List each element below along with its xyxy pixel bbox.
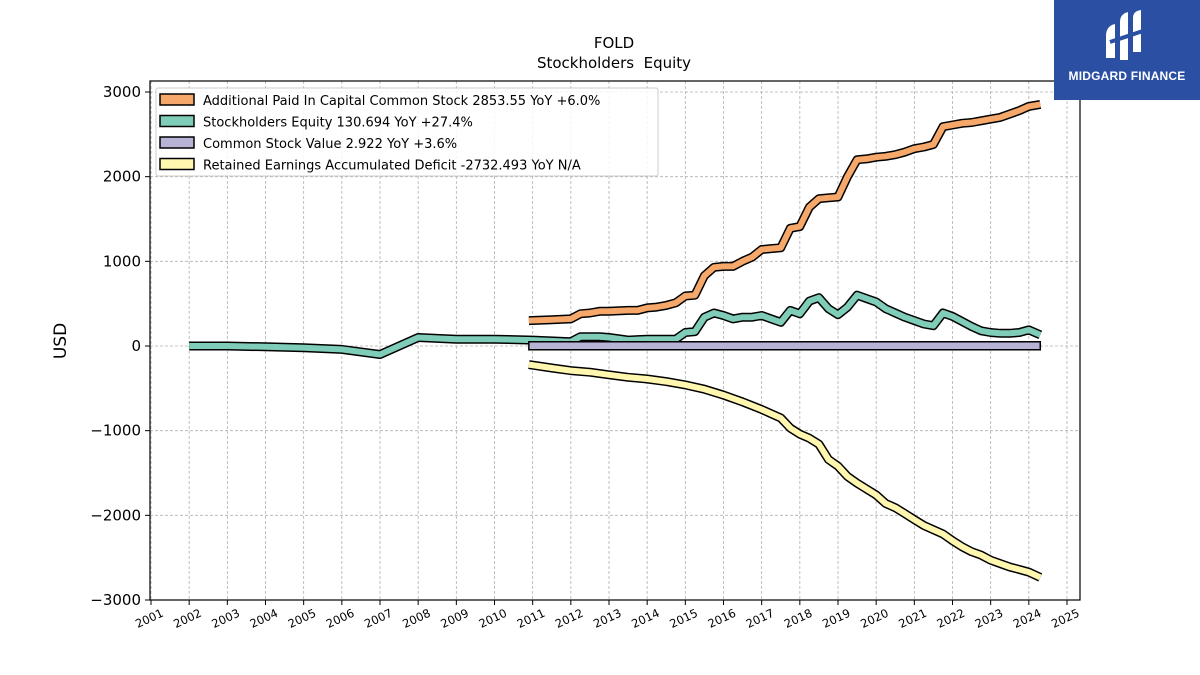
y-tick-label: 3000: [103, 83, 141, 101]
x-tick-label: 2005: [286, 606, 318, 631]
x-tick-label: 2010: [477, 606, 509, 631]
legend-swatch: [159, 114, 195, 128]
x-tick-label: 2020: [858, 606, 890, 631]
y-tick-label: −2000: [90, 506, 141, 524]
series-line: [528, 341, 1042, 351]
series-0: [528, 99, 1042, 326]
x-tick-label: 2023: [973, 606, 1005, 631]
y-axis: 3000 2000 1000 0 −1000 −2000 −3000: [90, 83, 150, 609]
y-tick-label: −1000: [90, 422, 141, 440]
legend-label: Stockholders Equity 130.694 YoY +27.4%: [203, 116, 473, 131]
legend-label: Retained Earnings Accumulated Deficit -2…: [203, 159, 581, 174]
x-tick-label: 2025: [1049, 606, 1081, 631]
x-tick-label: 2003: [209, 606, 241, 631]
x-tick-label: 2022: [935, 606, 967, 631]
x-tick-label: 2001: [133, 606, 165, 631]
x-tick-label: 2017: [744, 606, 776, 631]
x-tick-label: 2013: [591, 606, 623, 631]
x-tick-label: 2004: [248, 606, 280, 631]
y-tick-label: 0: [131, 337, 141, 355]
y-tick-label: 1000: [103, 252, 141, 270]
legend-swatch: [159, 157, 195, 171]
y-tick-label: −3000: [90, 591, 141, 609]
plot-frame: [149, 80, 1081, 601]
x-tick-label: 2021: [896, 606, 928, 631]
x-tick-label: 2024: [1011, 606, 1043, 631]
x-axis: 2001 2002 2003 2004 2005 2006 2007 2008 2009 2010…: [133, 600, 1082, 631]
series-line: [189, 292, 1042, 358]
x-tick-label: 2009: [438, 606, 470, 631]
midgard-logo-icon: [1106, 10, 1147, 60]
legend-label: Common Stock Value 2.922 YoY +3.6%: [203, 137, 457, 152]
x-tick-label: 2014: [629, 606, 661, 631]
x-tick-label: 2019: [820, 606, 852, 631]
series-line: [528, 101, 1041, 324]
series-2: [528, 341, 1042, 351]
midgard-logo-text: MIDGARD FINANCE: [1068, 69, 1186, 83]
legend: Additional Paid In Capital Common Stock …: [155, 87, 659, 177]
chart-title: FOLD: [594, 34, 634, 52]
x-tick-label: 2008: [400, 606, 432, 631]
series-3: [528, 360, 1043, 582]
series-1: [189, 290, 1043, 359]
x-tick-label: 2012: [553, 606, 585, 631]
x-tick-label: 2011: [515, 606, 547, 631]
legend-box: [155, 87, 659, 177]
legend-swatch: [159, 136, 195, 149]
y-axis-label: USD: [51, 323, 71, 359]
x-tick-label: 2007: [362, 606, 394, 631]
x-tick-label: 2016: [706, 606, 738, 631]
legend-swatch: [159, 93, 195, 106]
y-tick-label: 2000: [103, 168, 141, 186]
chart-subtitle: Stockholders Equity: [537, 54, 691, 72]
x-tick-label: 2018: [782, 606, 814, 631]
legend-label: Additional Paid In Capital Common Stock …: [203, 94, 600, 109]
series-line: [528, 361, 1042, 581]
x-tick-label: 2015: [667, 606, 699, 631]
x-tick-label: 2002: [171, 606, 203, 631]
x-tick-label: 2006: [324, 606, 356, 631]
series-layer: [189, 99, 1043, 582]
midgard-logo: MIDGARD FINANCE: [1054, 0, 1200, 100]
